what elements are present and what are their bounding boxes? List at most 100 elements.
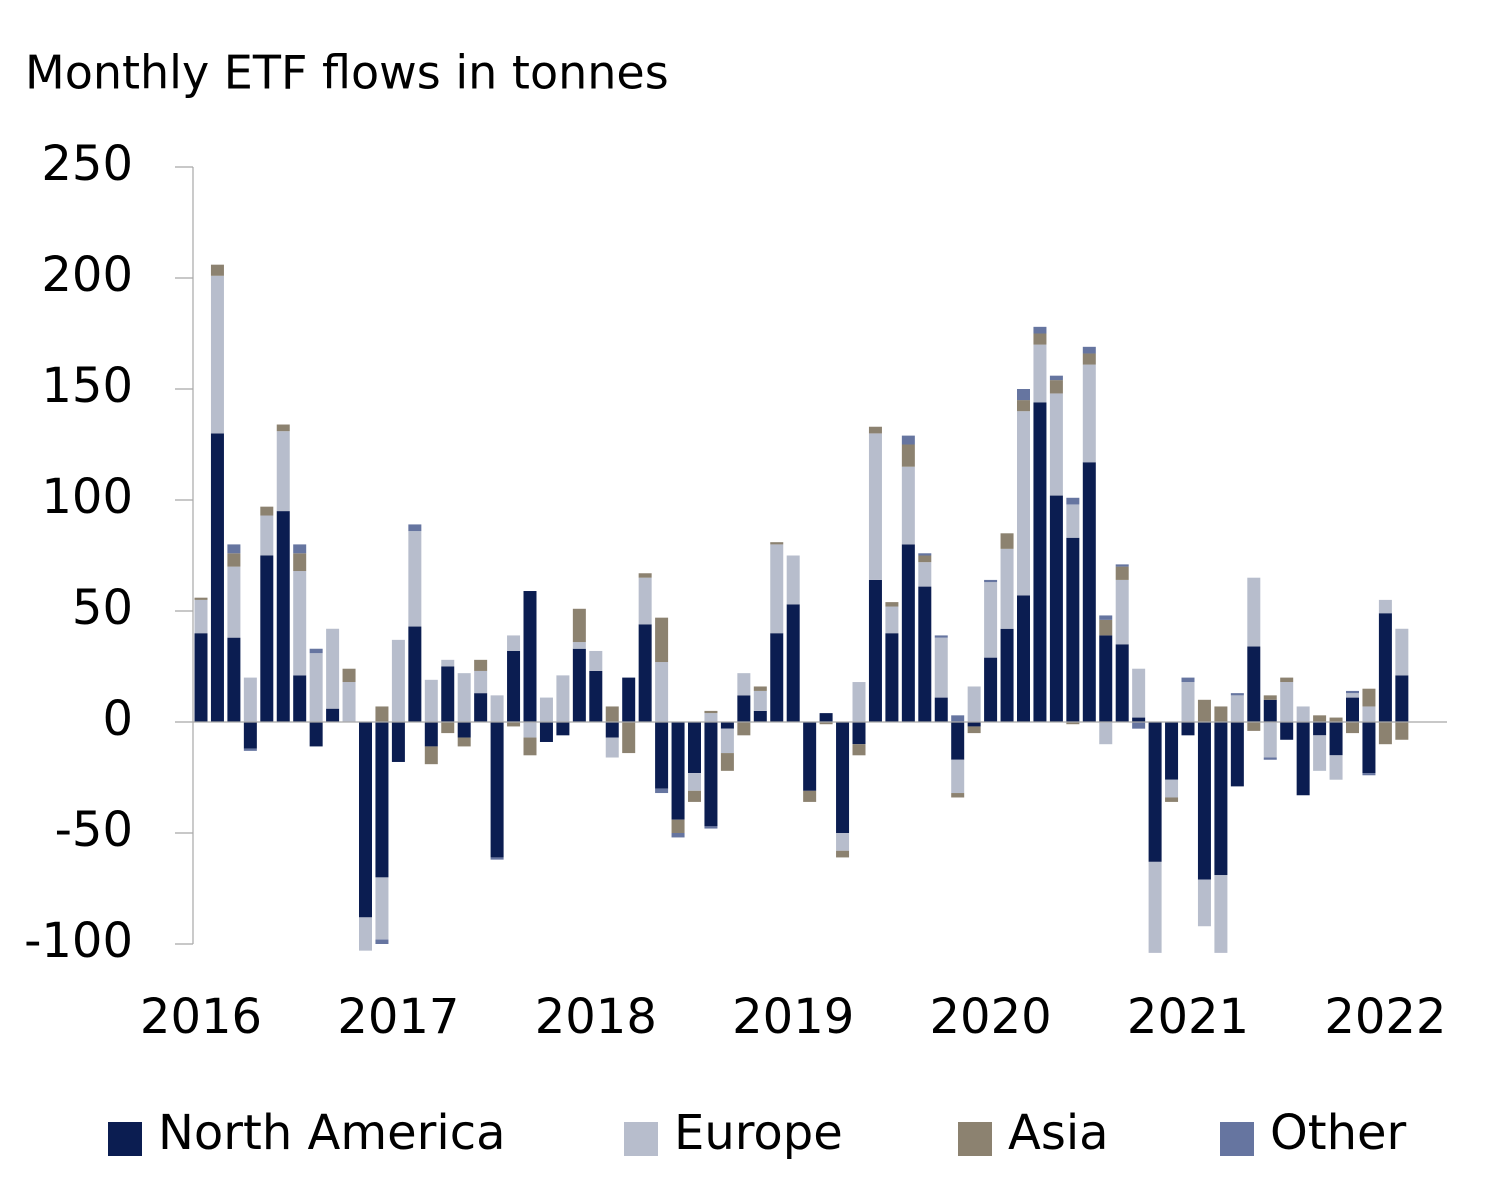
bar-segment	[737, 722, 751, 736]
bar-segment	[391, 639, 405, 722]
y-tick-label: 0	[102, 691, 133, 747]
bar-segment	[424, 722, 438, 747]
x-tick-label: 2021	[1127, 989, 1249, 1045]
bar-segment	[1197, 879, 1211, 927]
bar-segment	[1082, 462, 1096, 722]
bar-segment	[704, 713, 718, 722]
bar-segment	[655, 662, 669, 722]
bar-segment	[852, 682, 866, 722]
bar-segment	[1115, 566, 1129, 580]
bar-segment	[1263, 722, 1277, 758]
bar-segment	[1329, 717, 1343, 722]
bar-segment	[1099, 615, 1113, 620]
bar-segment	[1313, 735, 1327, 771]
bar-segment	[918, 553, 932, 556]
bar-segment	[901, 466, 915, 545]
bar-segment	[1000, 628, 1014, 722]
bar-segment	[342, 682, 356, 722]
bar-segment	[1280, 722, 1294, 740]
bar-segment	[1165, 779, 1179, 798]
bar-segment	[589, 650, 603, 671]
bar-segment	[852, 744, 866, 756]
bar-segment	[1329, 722, 1343, 756]
bar-segment	[572, 648, 586, 722]
bar-segment	[441, 722, 455, 734]
bar-segment	[1033, 333, 1047, 345]
bar-segment	[918, 562, 932, 587]
bar-segment	[359, 917, 372, 951]
bar-segment	[1181, 722, 1195, 736]
bar-segment	[1395, 675, 1409, 722]
bar-segment	[441, 659, 455, 667]
bar-segment	[276, 424, 290, 432]
bar-segment	[1247, 722, 1261, 731]
bar-segment	[1197, 722, 1211, 880]
bar-segment	[375, 939, 389, 944]
bar-segment	[655, 788, 669, 794]
bar-segment	[293, 675, 307, 722]
bar-segment	[984, 582, 998, 658]
bar-segment	[1329, 755, 1343, 780]
bar-segment	[803, 790, 817, 802]
bar-segment	[605, 737, 619, 758]
y-tick-label: 200	[41, 247, 133, 303]
bar-segment	[556, 722, 570, 736]
bar-segment	[572, 608, 586, 643]
bar-segment	[1000, 548, 1014, 629]
bar-segment	[408, 524, 422, 532]
bar-segment	[655, 617, 669, 663]
bar-segment	[309, 648, 323, 654]
legend-label: North America	[158, 1105, 506, 1161]
bar-segment	[753, 690, 767, 711]
legend-swatch	[108, 1122, 142, 1156]
bar-segment	[243, 722, 257, 749]
bar-segment	[1362, 722, 1376, 774]
bar-segment	[1346, 690, 1359, 694]
legend-label: Asia	[1008, 1105, 1109, 1161]
bar-segment	[1263, 757, 1277, 760]
bar-segment	[852, 722, 866, 745]
bar-segment	[210, 433, 224, 722]
bar-segment	[1230, 693, 1244, 696]
bar-segment	[1214, 875, 1228, 953]
bar-segment	[1263, 695, 1277, 700]
bar-segment	[967, 722, 981, 727]
bar-segment	[309, 722, 323, 747]
bar-segment	[688, 790, 701, 802]
bar-segment	[918, 586, 932, 722]
bar-segment	[951, 793, 965, 798]
bar-segment	[786, 604, 800, 722]
bar-segment	[803, 722, 817, 791]
x-tick-label: 2022	[1324, 989, 1446, 1045]
bar-segment	[227, 637, 241, 722]
bar-segment	[1148, 722, 1162, 862]
x-tick-label: 2020	[930, 989, 1052, 1045]
bar-segment	[1346, 697, 1359, 722]
bar-segment	[770, 544, 784, 634]
bar-segment	[1049, 375, 1063, 381]
bar-segment	[474, 670, 488, 694]
bar-segment	[901, 435, 915, 445]
bar-segment	[1313, 722, 1327, 736]
bar-segment	[638, 573, 652, 578]
bar-segment	[770, 633, 784, 722]
bar-segment	[967, 726, 981, 734]
bar-segment	[227, 553, 241, 567]
bar-segment	[227, 566, 241, 638]
bar-segment	[1296, 706, 1310, 722]
bar-segment	[457, 737, 471, 747]
bar-segment	[786, 555, 800, 605]
bar-segment	[704, 826, 718, 829]
bar-segment	[539, 722, 553, 742]
bar-segment	[819, 722, 833, 725]
bar-segment	[704, 710, 718, 714]
bar-segment	[243, 748, 257, 751]
legend-swatch	[624, 1122, 658, 1156]
bar-segment	[655, 722, 669, 789]
bar-segment	[1165, 797, 1179, 802]
bar-segment	[885, 606, 899, 634]
bar-segment	[671, 819, 685, 833]
bar-segment	[1362, 688, 1376, 707]
bar-segment	[1115, 564, 1129, 567]
bar-segment	[1033, 344, 1047, 403]
